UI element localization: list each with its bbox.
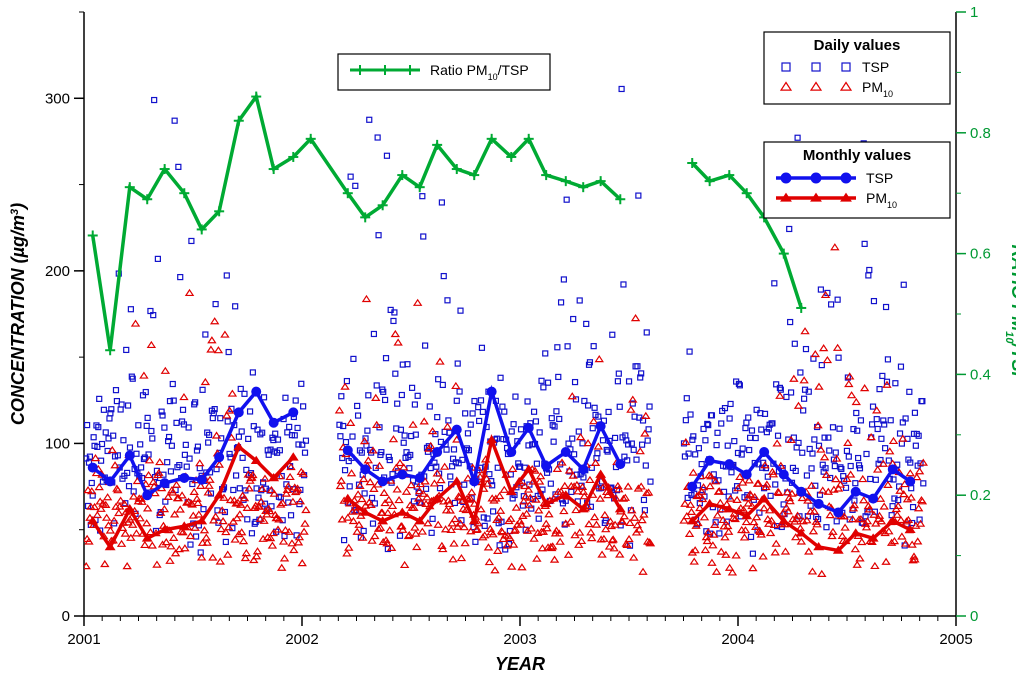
- svg-text:Monthly values: Monthly values: [803, 147, 911, 164]
- svg-text:1: 1: [970, 4, 978, 21]
- legend: Monthly valuesTSPPM10: [764, 142, 950, 218]
- svg-text:2004: 2004: [721, 631, 754, 648]
- svg-text:0.4: 0.4: [970, 366, 991, 383]
- svg-text:2003: 2003: [503, 631, 536, 648]
- svg-text:100: 100: [45, 435, 70, 452]
- chart-root: 2001 2002 2003 2004 2005 YEAR 0 100 200 300 CONCEN…: [0, 0, 1016, 696]
- svg-text:YEAR: YEAR: [495, 654, 545, 674]
- svg-text:0.6: 0.6: [970, 246, 991, 263]
- svg-text:0.2: 0.2: [970, 487, 991, 504]
- svg-text:Daily values: Daily values: [814, 37, 901, 54]
- svg-text:300: 300: [45, 90, 70, 107]
- svg-text:0: 0: [62, 608, 70, 625]
- svg-text:0.8: 0.8: [970, 125, 991, 142]
- svg-text:2005: 2005: [939, 631, 972, 648]
- svg-text:CONCENTRATION (µg/m3): CONCENTRATION (µg/m3): [8, 203, 28, 425]
- svg-text:2002: 2002: [285, 631, 318, 648]
- svg-text:0: 0: [970, 608, 978, 625]
- svg-text:TSP: TSP: [866, 170, 893, 186]
- legend: Daily valuesTSPPM10: [764, 32, 950, 104]
- svg-text:200: 200: [45, 263, 70, 280]
- svg-text:TSP: TSP: [862, 59, 889, 75]
- svg-text:2001: 2001: [67, 631, 100, 648]
- legend: Ratio PM10/TSP: [338, 54, 550, 90]
